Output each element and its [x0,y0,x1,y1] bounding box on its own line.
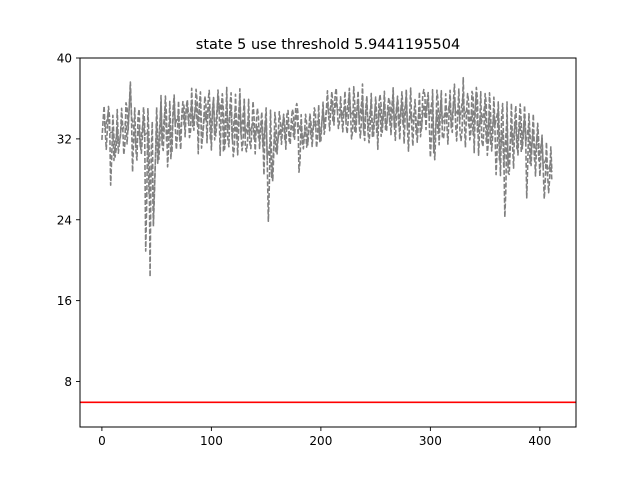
chart-title: state 5 use threshold 5.9441195504 [196,37,460,53]
x-tick-label: 300 [419,434,442,448]
y-tick-label: 8 [64,375,72,389]
y-tick-label: 24 [57,213,72,227]
series-layer [101,76,553,278]
y-tick-label: 16 [57,294,72,308]
series-line-overlay [103,87,553,225]
x-tick-label: 400 [528,434,551,448]
x-tick-label: 100 [200,434,223,448]
y-tick-label: 40 [57,52,72,66]
x-axis: 0 100 200 300 400 [98,427,551,448]
y-tick-label: 32 [57,132,72,146]
plot-frame [79,57,577,428]
x-tick-label: 200 [309,434,332,448]
y-axis: 8 16 24 32 40 [57,52,80,389]
x-tick-label: 0 [98,434,106,448]
